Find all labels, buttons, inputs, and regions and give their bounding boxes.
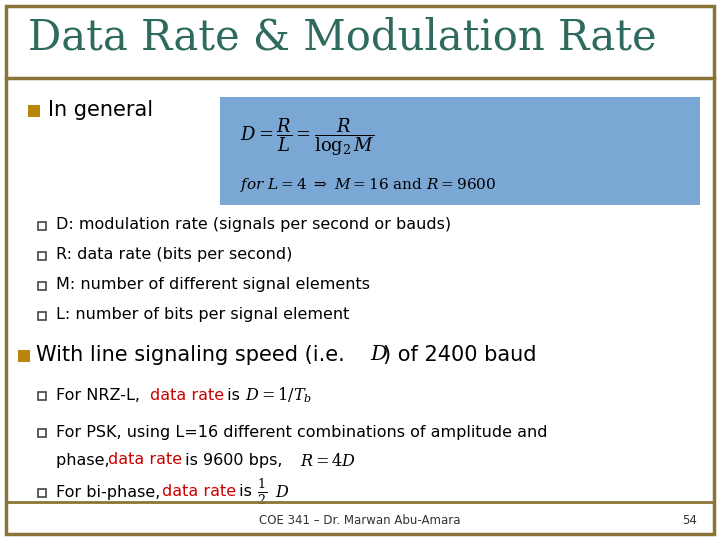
- Text: $\mathit{D}$: $\mathit{D}$: [275, 484, 289, 500]
- Text: D: D: [370, 346, 387, 365]
- Text: For PSK, using L=16 different combinations of amplitude and: For PSK, using L=16 different combinatio…: [56, 424, 547, 440]
- Text: phase,: phase,: [56, 453, 114, 468]
- Text: COE 341 – Dr. Marwan Abu-Amara: COE 341 – Dr. Marwan Abu-Amara: [259, 514, 461, 526]
- Text: For NRZ-L,: For NRZ-L,: [56, 388, 145, 402]
- Bar: [38, 282, 46, 290]
- Bar: [38, 392, 46, 400]
- Text: D: modulation rate (signals per second or bauds): D: modulation rate (signals per second o…: [56, 218, 451, 233]
- Bar: [38, 252, 46, 260]
- Bar: [18, 350, 30, 362]
- Bar: [28, 105, 40, 117]
- Text: $\frac{1}{2}$: $\frac{1}{2}$: [257, 477, 267, 507]
- Text: is 9600 bps,: is 9600 bps,: [180, 453, 287, 468]
- Text: L: number of bits per signal element: L: number of bits per signal element: [56, 307, 349, 322]
- Text: Data Rate & Modulation Rate: Data Rate & Modulation Rate: [28, 17, 657, 59]
- Text: $D = 1/T_b$: $D = 1/T_b$: [245, 385, 312, 405]
- Bar: [38, 489, 46, 497]
- Text: data rate: data rate: [162, 484, 236, 500]
- Text: data rate: data rate: [108, 453, 182, 468]
- Text: With line signaling speed (i.e.: With line signaling speed (i.e.: [36, 345, 351, 365]
- Text: data rate: data rate: [150, 388, 224, 402]
- Text: is: is: [222, 388, 245, 402]
- Text: $\mathit{for}\ L = 4\ \Rightarrow\ M = 16\ \mathrm{and}\ R = 9600$: $\mathit{for}\ L = 4\ \Rightarrow\ M = 1…: [240, 176, 496, 194]
- Text: M: number of different signal elements: M: number of different signal elements: [56, 278, 370, 293]
- Text: R: data rate (bits per second): R: data rate (bits per second): [56, 247, 292, 262]
- Text: is: is: [234, 484, 257, 500]
- Text: In general: In general: [48, 100, 153, 120]
- FancyBboxPatch shape: [220, 97, 700, 205]
- Text: $\mathit{R} = 4\mathit{D}$: $\mathit{R} = 4\mathit{D}$: [300, 451, 356, 469]
- Text: 54: 54: [683, 514, 698, 526]
- Bar: [38, 312, 46, 320]
- Bar: [38, 429, 46, 437]
- Text: For bi-phase,: For bi-phase,: [56, 484, 166, 500]
- Text: $D = \dfrac{R}{L} = \dfrac{R}{\log_2 M}$: $D = \dfrac{R}{L} = \dfrac{R}{\log_2 M}$: [240, 116, 375, 158]
- Bar: [38, 222, 46, 230]
- Text: ) of 2400 baud: ) of 2400 baud: [383, 345, 536, 365]
